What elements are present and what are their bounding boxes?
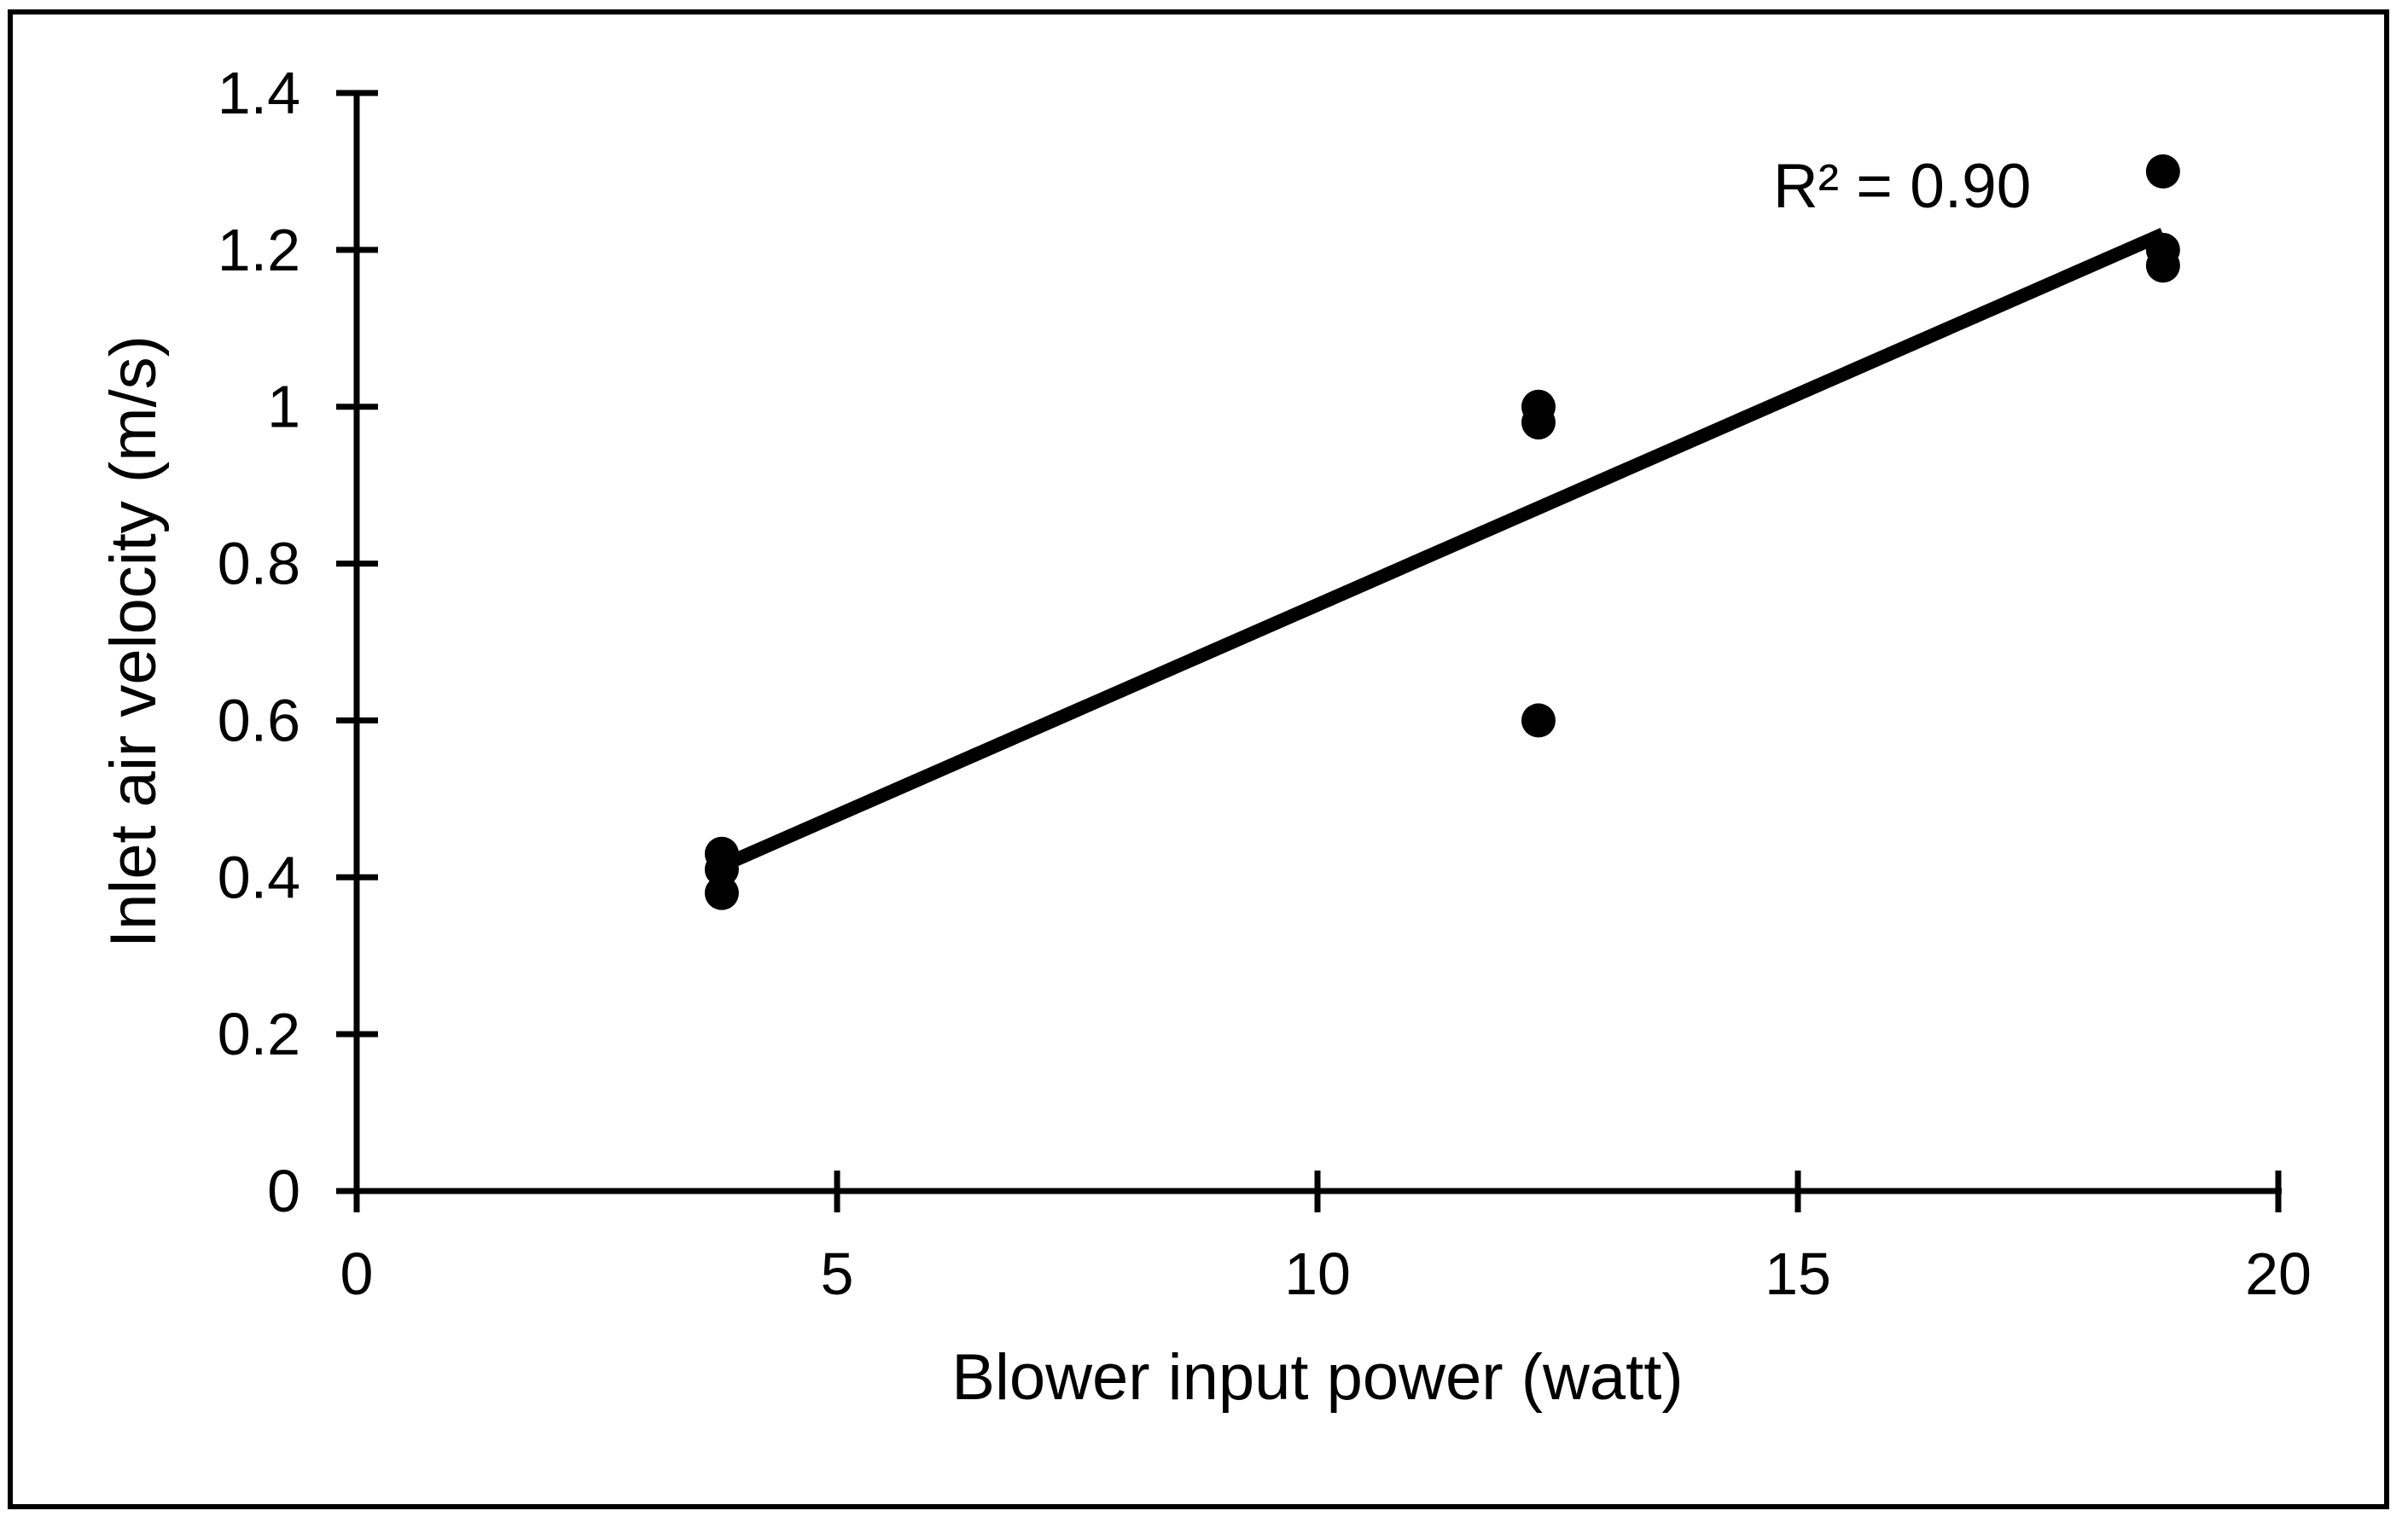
y-axis: 0 0.2 0.4 0.6 0.8 1 1.2 1.4 [218, 60, 378, 1224]
trendline-group [728, 228, 2167, 869]
x-axis-title: Blower input power (watt) [951, 1341, 1683, 1414]
x-tick-label: 5 [821, 1241, 854, 1307]
data-point [704, 852, 739, 887]
x-tick-label: 15 [1765, 1241, 1831, 1307]
data-points [704, 154, 2180, 910]
y-tick-label: 1.4 [218, 60, 300, 126]
trendline [728, 228, 2167, 869]
x-tick-label: 0 [340, 1241, 374, 1307]
x-axis: 0 5 10 15 20 [336, 1171, 2312, 1307]
y-tick-label: 0.4 [218, 844, 300, 910]
y-tick-label: 1 [267, 374, 300, 440]
data-point [1521, 703, 1556, 738]
data-point [704, 875, 739, 910]
y-axis-title: Inlet air velocity (m/s) [97, 335, 170, 948]
y-tick-label: 0.6 [218, 687, 300, 753]
y-tick-label: 0.2 [218, 1001, 300, 1067]
x-tick-label: 20 [2245, 1241, 2312, 1307]
r-squared-annotation: R² = 0.90 [1773, 152, 2031, 221]
chart-border [8, 9, 2389, 1509]
data-point [2145, 248, 2180, 283]
y-tick-label: 0.8 [218, 531, 300, 597]
y-tick-label: 1.2 [218, 217, 300, 283]
y-tick-label: 0 [267, 1158, 300, 1224]
data-point [2145, 154, 2180, 189]
data-point [1521, 405, 1556, 440]
x-tick-label: 10 [1284, 1241, 1351, 1307]
